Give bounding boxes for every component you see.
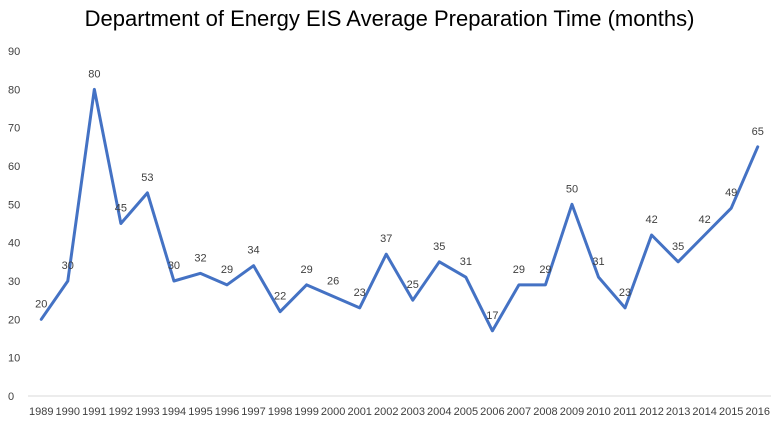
x-tick-label: 1999 bbox=[294, 406, 318, 418]
x-tick-label: 1993 bbox=[135, 406, 159, 418]
x-tick-label: 2007 bbox=[507, 406, 531, 418]
y-tick-label: 10 bbox=[8, 353, 20, 365]
x-tick-label: 1990 bbox=[56, 406, 80, 418]
x-tick-label: 1997 bbox=[241, 406, 265, 418]
data-label: 42 bbox=[645, 214, 657, 226]
data-label: 20 bbox=[35, 298, 47, 310]
x-tick-label: 2011 bbox=[613, 406, 637, 418]
data-label: 35 bbox=[433, 241, 445, 253]
y-tick-label: 70 bbox=[8, 123, 20, 135]
data-label: 26 bbox=[327, 275, 339, 287]
y-tick-label: 30 bbox=[8, 276, 20, 288]
data-label: 50 bbox=[566, 183, 578, 195]
x-tick-label: 1992 bbox=[109, 406, 133, 418]
data-label: 29 bbox=[301, 264, 313, 276]
x-tick-label: 2001 bbox=[347, 406, 371, 418]
data-label: 25 bbox=[407, 279, 419, 291]
y-tick-label: 40 bbox=[8, 238, 20, 250]
x-tick-label: 2014 bbox=[692, 406, 716, 418]
x-tick-label: 2004 bbox=[427, 406, 451, 418]
x-tick-label: 1995 bbox=[188, 406, 212, 418]
x-tick-label: 2016 bbox=[745, 406, 769, 418]
data-label: 22 bbox=[274, 291, 286, 303]
x-tick-label: 1989 bbox=[29, 406, 53, 418]
x-tick-label: 2002 bbox=[374, 406, 398, 418]
x-tick-label: 2009 bbox=[560, 406, 584, 418]
x-tick-label: 2010 bbox=[586, 406, 610, 418]
data-label: 17 bbox=[486, 310, 498, 322]
data-label: 49 bbox=[725, 187, 737, 199]
x-tick-label: 1996 bbox=[215, 406, 239, 418]
chart-title: Department of Energy EIS Average Prepara… bbox=[84, 6, 695, 31]
data-label: 29 bbox=[221, 264, 233, 276]
data-label: 31 bbox=[460, 256, 472, 268]
x-tick-label: 2015 bbox=[719, 406, 743, 418]
x-tick-label: 1991 bbox=[82, 406, 106, 418]
data-label: 35 bbox=[672, 241, 684, 253]
x-tick-label: 2003 bbox=[401, 406, 425, 418]
series-line bbox=[39, 87, 760, 333]
data-label: 80 bbox=[88, 68, 100, 80]
x-tick-label: 1994 bbox=[162, 406, 186, 418]
x-tick-label: 2008 bbox=[533, 406, 557, 418]
data-label: 29 bbox=[539, 264, 551, 276]
data-label: 37 bbox=[380, 233, 392, 245]
data-label: 45 bbox=[115, 203, 127, 215]
data-label: 23 bbox=[354, 287, 366, 299]
y-tick-label: 50 bbox=[8, 199, 20, 211]
x-tick-label: 2012 bbox=[639, 406, 663, 418]
x-tick-label: 2000 bbox=[321, 406, 345, 418]
data-label: 53 bbox=[141, 172, 153, 184]
y-tick-label: 80 bbox=[8, 84, 20, 96]
data-label: 30 bbox=[168, 260, 180, 272]
data-label: 30 bbox=[62, 260, 74, 272]
y-tick-label: 90 bbox=[8, 46, 20, 58]
data-label: 23 bbox=[619, 287, 631, 299]
x-tick-label: 1998 bbox=[268, 406, 292, 418]
data-label: 29 bbox=[513, 264, 525, 276]
y-tick-label: 0 bbox=[8, 391, 14, 403]
data-label: 34 bbox=[247, 245, 259, 257]
data-label: 32 bbox=[194, 252, 206, 264]
y-tick-label: 60 bbox=[8, 161, 20, 173]
x-tick-label: 2005 bbox=[454, 406, 478, 418]
data-label: 31 bbox=[592, 256, 604, 268]
x-tick-label: 2006 bbox=[480, 406, 504, 418]
x-tick-label: 2013 bbox=[666, 406, 690, 418]
data-label: 65 bbox=[752, 126, 764, 138]
data-label: 42 bbox=[699, 214, 711, 226]
y-tick-label: 20 bbox=[8, 314, 20, 326]
